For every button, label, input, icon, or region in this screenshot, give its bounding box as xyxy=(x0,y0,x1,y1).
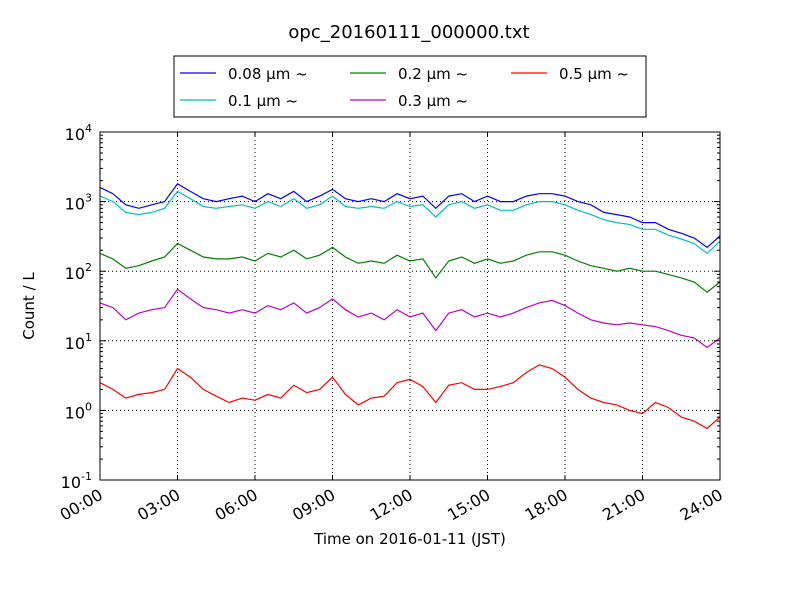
y-tick-label: 102 xyxy=(65,261,92,283)
legend-label-3: 0.3 μm ~ xyxy=(398,92,468,110)
y-tick-base: 10 xyxy=(65,403,85,422)
y-tick-exponent: 2 xyxy=(85,261,92,274)
y-tick-label: 101 xyxy=(65,331,92,353)
plot-series xyxy=(99,183,721,430)
legend-label-1: 0.1 μm ~ xyxy=(228,92,298,110)
series-line-4 xyxy=(99,364,721,430)
y-tick-base: 10 xyxy=(61,473,81,492)
y-tick-base: 10 xyxy=(65,195,85,214)
legend-label-0: 0.08 μm ~ xyxy=(228,65,308,83)
y-tick-exponent: 4 xyxy=(85,122,92,135)
legend: 0.08 μm ~ 0.1 μm ~ 0.2 μm ~ 0.3 μm ~ 0.5 μm … xyxy=(173,55,647,118)
y-tick-base: 10 xyxy=(65,264,85,283)
y-tick-label: 103 xyxy=(65,192,92,214)
y-tick-exponent: 0 xyxy=(85,400,92,413)
y-tick-label: 10-1 xyxy=(61,470,92,492)
chart-title: opc_20160111_000000.txt xyxy=(288,22,529,43)
y-tick-label: 104 xyxy=(65,122,92,144)
y-tick-exponent: 3 xyxy=(85,192,92,205)
x-axis-label: Time on 2016-01-11 (JST) xyxy=(313,530,506,548)
y-tick-base: 10 xyxy=(65,334,85,353)
legend-label-2: 0.2 μm ~ xyxy=(398,65,468,83)
y-tick-label: 100 xyxy=(65,400,92,422)
legend-label-4: 0.5 μm ~ xyxy=(559,65,629,83)
series-line-2 xyxy=(99,242,721,293)
series-line-3 xyxy=(99,288,721,349)
y-tick-base: 10 xyxy=(65,125,85,144)
series-line-0 xyxy=(99,183,721,249)
y-tick-exponent: 1 xyxy=(85,331,92,344)
series-line-1 xyxy=(99,190,721,255)
y-axis-label: Count / L xyxy=(20,272,38,340)
y-tick-exponent: -1 xyxy=(81,470,92,483)
legend-frame xyxy=(173,55,647,118)
